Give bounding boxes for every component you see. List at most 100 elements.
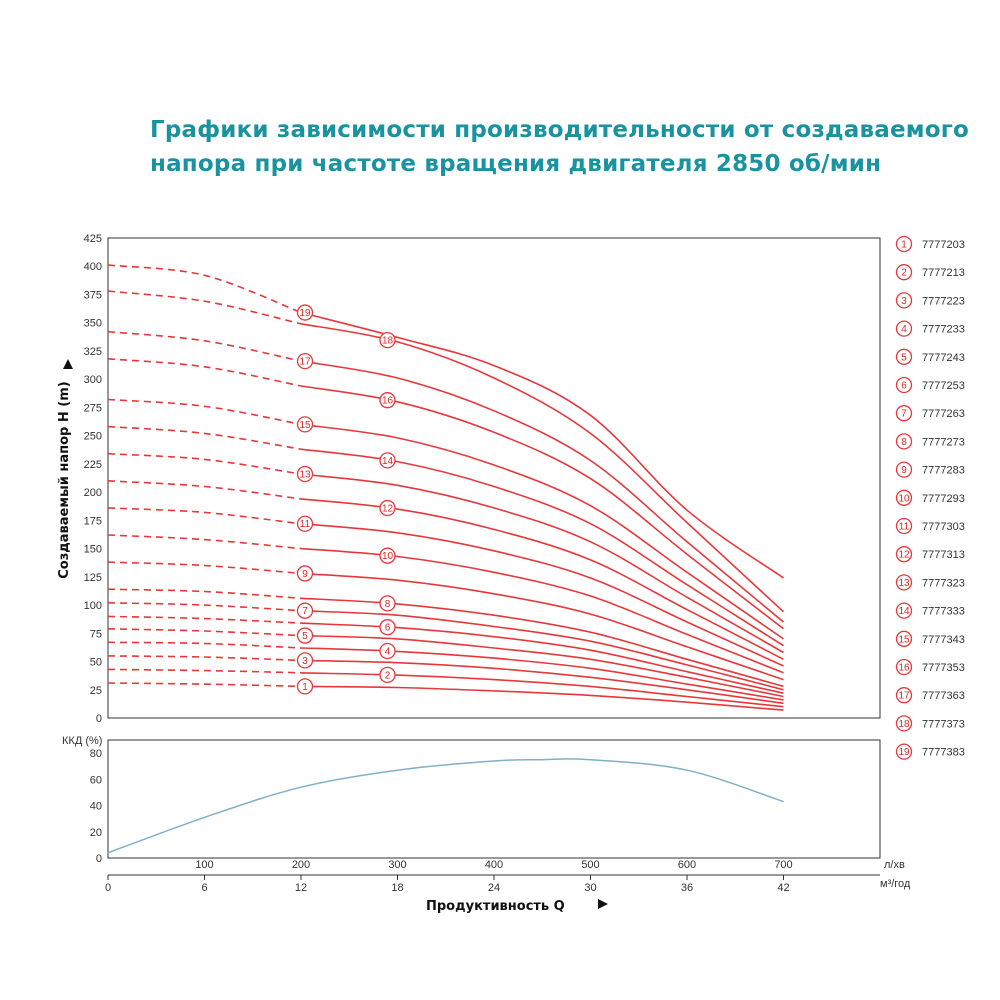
legend-marker-number: 1 [901,240,907,251]
legend-marker [895,433,913,450]
legend-item-12: 12 7777313 [895,546,965,563]
legend-label: 7777223 [922,295,965,307]
head-axis-label: Создаваемый напор H (m) [57,381,72,578]
legend-item-15: 15 7777343 [895,630,965,647]
curve-marker-3: 3 [296,652,314,669]
curve-marker-15: 15 [296,416,314,433]
legend-marker-number: 4 [901,324,907,335]
legend-label: 7777323 [922,577,965,589]
head-curve-dashed-14 [107,425,302,450]
legend-item-7: 7 7777263 [895,405,965,422]
head-curve-7 [300,609,784,691]
legend-item-2: 2 7777213 [895,264,965,281]
head-y-tick-label: 275 [84,402,102,414]
legend-marker-number: 11 [899,522,910,533]
head-curve-15 [300,423,784,640]
chart-title: Графики зависимости производительности о… [150,117,970,177]
svg-text:19: 19 [299,308,311,319]
head-curve-dashed-6 [107,615,302,624]
x-tick-label-m3: 36 [681,882,693,894]
curve-marker-16: 16 [379,392,396,409]
head-y-tick-label: 325 [84,346,102,358]
legend-label: 7777333 [922,606,965,618]
head-curve-9 [300,572,784,681]
legend-item-17: 17 7777363 [895,687,965,704]
legend-marker [895,235,913,253]
legend-marker-number: 8 [901,437,907,448]
legend-marker-number: 10 [898,493,910,504]
legend-item-14: 14 7777333 [895,602,965,619]
svg-text:11: 11 [300,519,311,530]
head-curve-dashed-9 [107,561,302,575]
curve-marker-14: 14 [379,452,396,469]
legend-marker [895,405,913,422]
legend-marker [895,348,913,365]
legend-label: 7777313 [922,549,965,561]
svg-text:14: 14 [382,456,394,467]
head-axis-arrow-icon [63,359,73,369]
m3-unit-label: м³/год [880,878,911,890]
legend-item-6: 6 7777253 [895,376,965,394]
head-curve-3 [300,659,784,705]
legend-item-1: 1 7777203 [895,235,965,253]
svg-text:3: 3 [302,656,308,667]
head-y-tick-label: 175 [84,515,102,527]
head-curve-5 [300,634,784,698]
head-y-tick-label: 150 [84,544,102,556]
curve-marker-2: 2 [379,666,396,684]
svg-text:6: 6 [385,623,391,634]
svg-text:13: 13 [299,470,311,481]
head-y-tick-label: 0 [96,713,102,725]
x-tick-label-lh: 400 [485,859,503,871]
legend-label: 7777233 [922,324,965,336]
x-tick-label-m3: 6 [201,882,207,894]
svg-text:2: 2 [385,670,391,681]
curve-marker-4: 4 [379,642,396,660]
legend-marker [895,376,913,394]
curve-marker-5: 5 [296,627,314,644]
x-tick-label-lh: 200 [292,859,310,871]
x-tick-label-lh: 600 [678,859,696,871]
head-curve-dashed-2 [107,668,302,674]
curve-marker-12: 12 [379,499,396,517]
legend-marker [895,517,913,535]
legend-marker [895,461,913,478]
curve-marker-19: 19 [296,304,314,321]
legend-item-13: 13 7777323 [895,574,965,591]
efficiency-y-tick-label: 20 [90,827,102,839]
svg-text:7: 7 [302,606,308,617]
legend-marker [895,630,913,647]
legend-item-4: 4 7777233 [895,320,965,337]
legend-marker-number: 7 [901,409,907,420]
head-curve-dashed-16 [107,358,302,387]
x-tick-label-m3: 18 [391,882,403,894]
legend-label: 7777383 [922,747,965,759]
legend-item-16: 16 7777353 [895,658,965,676]
legend-label: 7777343 [922,634,965,646]
curve-marker-10: 10 [379,547,396,564]
x-axis-arrow-icon [598,899,608,909]
head-curve-dashed-10 [107,534,302,550]
curve-marker-9: 9 [296,565,314,582]
legend-item-11: 11 7777303 [895,517,965,535]
head-curve-dashed-18 [107,290,302,325]
head-curve-dashed-3 [107,655,302,662]
head-curve-dashed-17 [107,330,302,362]
svg-text:5: 5 [302,631,308,642]
head-y-tick-label: 300 [84,374,102,386]
svg-text:8: 8 [385,599,391,610]
curve-marker-17: 17 [296,352,314,370]
curve-marker-8: 8 [379,595,396,612]
head-y-tick-label: 50 [90,657,102,669]
x-tick-label-lh: 700 [774,859,792,871]
legend-label: 7777253 [922,380,965,392]
efficiency-plot-frame [107,739,881,859]
legend-label: 7777373 [922,718,965,730]
head-y-tick-label: 75 [90,628,102,640]
head-plot-frame [107,237,881,719]
legend-marker [895,715,913,732]
legend-marker [895,264,913,281]
legend-marker-number: 5 [901,352,907,363]
head-curve-13 [300,473,784,654]
